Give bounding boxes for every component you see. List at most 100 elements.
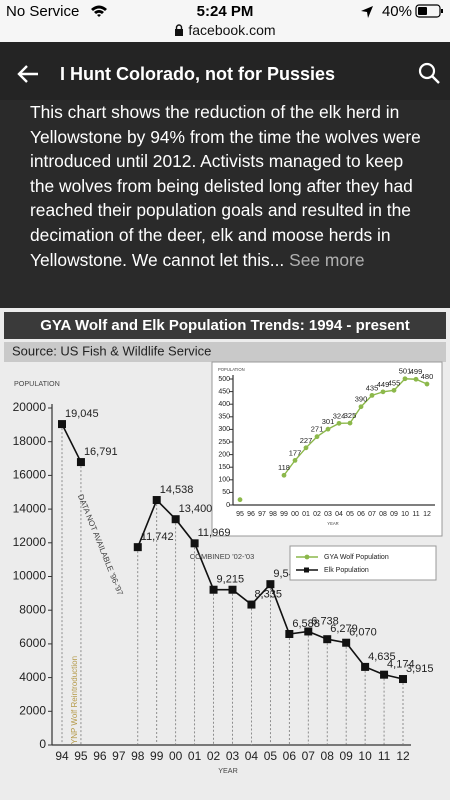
data-point <box>285 629 294 638</box>
carrier: No Service <box>6 3 80 20</box>
y-tick-label: 50 <box>222 489 230 496</box>
data-point <box>424 381 430 387</box>
data-label: 6,588 <box>292 618 320 630</box>
series-line <box>283 378 428 476</box>
x-tick-label: 06 <box>283 749 297 763</box>
data-point <box>314 434 320 440</box>
data-label: 14,538 <box>160 484 194 496</box>
x-tick-label: 08 <box>321 749 335 763</box>
data-label: 8,335 <box>254 588 282 600</box>
data-label: 6,279 <box>330 623 358 635</box>
y-tick-label: 450 <box>218 388 230 395</box>
y-tick-label: 100 <box>218 477 230 484</box>
x-tick-label: 02 <box>207 749 221 763</box>
chart-source: Source: US Fish & Wildlife Service <box>12 343 211 358</box>
title-band <box>4 312 446 339</box>
x-tick-label: 98 <box>131 749 145 763</box>
annotation: COMBINED '02-'03 <box>190 552 255 561</box>
page-title: I Hunt Colorado, not for Pussies <box>60 64 336 84</box>
x-tick-label: 10 <box>401 511 409 518</box>
data-point <box>347 420 353 426</box>
x-tick-label: 94 <box>55 749 69 763</box>
legend-label: Elk Population <box>324 567 369 574</box>
data-point <box>402 376 408 382</box>
data-point <box>266 580 275 589</box>
x-tick-label: 99 <box>150 749 164 763</box>
data-point <box>292 457 298 463</box>
back-button[interactable] <box>16 64 40 84</box>
data-point <box>303 445 309 451</box>
y-tick-label: 300 <box>218 426 230 433</box>
data-label: 4,635 <box>368 651 396 663</box>
chart-image: GYA Wolf and Elk Population Trends: 1994… <box>0 308 450 800</box>
y-tick-label: 500 <box>218 376 230 383</box>
data-label: 11,742 <box>141 531 174 543</box>
battery-icon <box>415 4 443 18</box>
data-label: 390 <box>355 395 368 404</box>
x-tick-label: 00 <box>291 511 299 518</box>
x-tick-label: 07 <box>368 511 376 518</box>
x-tick-label: 01 <box>302 511 310 518</box>
data-point <box>152 496 161 505</box>
x-tick-label: 11 <box>412 511 419 518</box>
x-tick-label: 07 <box>302 749 316 763</box>
x-tick-label: 97 <box>112 749 126 763</box>
x-tick-label: 04 <box>245 749 259 763</box>
data-label: 4,174 <box>387 659 415 671</box>
chart-title: GYA Wolf and Elk Population Trends: 1994… <box>40 317 410 334</box>
y-tick-label: 200 <box>218 451 230 458</box>
data-label: 9,215 <box>217 574 245 586</box>
y-tick-label: 10000 <box>13 569 47 583</box>
x-tick-label: 98 <box>269 511 277 518</box>
y-tick-label: 6000 <box>19 636 46 650</box>
see-more[interactable]: See more <box>289 249 365 270</box>
data-label: 271 <box>311 425 324 434</box>
x-tick-label: 08 <box>379 511 387 518</box>
data-point <box>190 539 199 548</box>
data-point <box>304 627 313 636</box>
address-bar[interactable]: facebook.com <box>0 22 450 42</box>
y-tick-label: 350 <box>218 414 230 421</box>
search-button[interactable] <box>418 62 442 86</box>
data-label: 301 <box>322 417 335 426</box>
y-tick-label: 14000 <box>13 501 47 515</box>
x-tick-label: 95 <box>236 511 244 518</box>
data-label: 499 <box>410 367 423 376</box>
x-tick-label: 96 <box>247 511 255 518</box>
x-axis-label: YEAR <box>327 521 338 526</box>
data-point <box>325 426 331 432</box>
data-label: 6,738 <box>311 615 339 627</box>
data-point <box>369 392 375 398</box>
lock-icon <box>175 24 184 36</box>
battery-level: 40% <box>381 3 412 20</box>
post-text: This chart shows the reduction of the el… <box>30 100 426 272</box>
x-tick-label: 02 <box>313 511 321 518</box>
data-point <box>133 543 142 552</box>
data-point <box>342 638 351 647</box>
data-label: 501 <box>399 367 412 376</box>
data-label: 6,070 <box>349 627 377 639</box>
data-point <box>380 389 386 395</box>
y-tick-label: 8000 <box>19 602 46 616</box>
data-label: 324 <box>333 411 346 420</box>
data-point <box>58 420 66 429</box>
y-tick-label: 20000 <box>13 400 47 414</box>
page-header: I Hunt Colorado, not for Pussies <box>0 42 450 100</box>
legend-marker <box>304 554 310 560</box>
data-point <box>361 662 370 671</box>
legend-label: GYA Wolf Population <box>324 554 389 561</box>
annotation: YNP Wolf Reintroduction <box>70 656 79 744</box>
wifi-icon <box>91 5 107 17</box>
x-tick-label: 12 <box>396 749 410 763</box>
x-tick-label: 11 <box>378 749 391 763</box>
data-point <box>237 497 243 503</box>
x-tick-label: 01 <box>188 749 202 763</box>
data-point <box>399 675 407 684</box>
data-point <box>281 472 287 478</box>
data-label: 118 <box>278 463 290 472</box>
data-label: 435 <box>366 383 379 392</box>
x-tick-label: 00 <box>169 749 183 763</box>
y-tick-label: 400 <box>218 401 230 408</box>
x-tick-label: 09 <box>390 511 398 518</box>
x-tick-label: 95 <box>74 749 88 763</box>
